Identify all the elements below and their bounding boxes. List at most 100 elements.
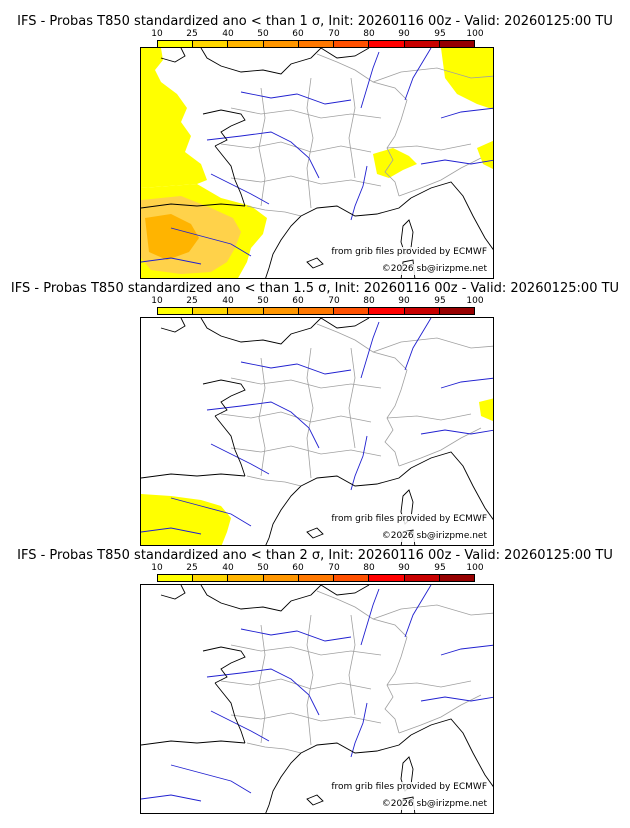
river-tagus (141, 794, 202, 802)
forecast-panel-1sigma: IFS - Probas T850 standardized ano < tha… (0, 14, 630, 286)
coast-england (160, 318, 186, 333)
border-east (384, 636, 408, 734)
colorbar-tick: 90 (398, 296, 410, 306)
coast-sardinia (400, 529, 416, 545)
river-seine (240, 361, 352, 375)
colorbar-swatch (298, 41, 335, 47)
river-tagus (141, 527, 202, 535)
colorbar-swatch (439, 575, 474, 581)
colorbar-tick: 10 (151, 29, 163, 39)
border-north (316, 323, 408, 371)
shade-alps (373, 148, 417, 178)
border-regions-6 (230, 175, 382, 187)
colorbar-swatch (193, 575, 229, 581)
border-italy (398, 694, 482, 734)
border-regions-3 (258, 624, 266, 744)
colorbar-tick-labels: 10 25 40 50 60 70 80 90 95 100 (151, 296, 483, 306)
coastlines (141, 318, 493, 545)
river-meuse (360, 321, 380, 379)
colorbar-swatch (298, 308, 335, 314)
coast-spain-north (141, 203, 246, 209)
coast-netherlands (320, 585, 370, 596)
coast-med-france (300, 467, 412, 487)
border-regions-3 (258, 87, 266, 207)
river-rhine (404, 48, 432, 101)
river-garonne (210, 173, 270, 205)
border-regions-6 (230, 445, 382, 457)
river-danube (440, 107, 493, 119)
colorbar-swatch (404, 41, 440, 47)
grib-credit: from grib files provided by ECMWF (331, 514, 487, 525)
river-garonne (210, 710, 270, 742)
map-canvas (141, 585, 493, 813)
colorbar-tick: 70 (328, 296, 340, 306)
river-seine (240, 91, 352, 105)
coast-italy (410, 718, 493, 787)
border-regions-5 (348, 614, 356, 716)
colorbar-tick: 80 (363, 563, 375, 573)
coast-med-spain (265, 215, 302, 278)
colorbar-swatch (439, 308, 474, 314)
colorbar-swatch (263, 575, 299, 581)
border-regions-5 (348, 77, 356, 179)
coast-biscay (214, 145, 246, 207)
colorbar-tick: 95 (434, 563, 446, 573)
river-ebro (170, 497, 252, 527)
probability-map: from grib files provided by ECMWF ©2026 … (140, 47, 494, 279)
river-garonne (210, 443, 270, 475)
coast-channel (200, 318, 322, 345)
rivers (141, 585, 493, 802)
border-regions-1 (230, 644, 382, 656)
river-rhine (404, 318, 432, 371)
coast-med-france (300, 197, 412, 217)
forecast-panel-1-5sigma: IFS - Probas T850 standardized ano < tha… (0, 281, 630, 553)
colorbar-tick: 100 (466, 29, 484, 39)
river-seine (240, 628, 352, 642)
colorbar-swatch (369, 41, 405, 47)
colorbar-tick: 50 (257, 296, 269, 306)
river-tagus (141, 257, 202, 265)
shade-west-ocean (141, 48, 207, 188)
colorbar-tick: 25 (186, 29, 198, 39)
coast-netherlands (320, 48, 370, 59)
colorbar-swatch (193, 41, 229, 47)
coast-med-france (300, 734, 412, 754)
coastlines (141, 48, 493, 278)
colorbar-tick: 25 (186, 296, 198, 306)
probability-map: from grib files provided by ECMWF ©2026 … (140, 584, 494, 814)
coast-netherlands (320, 318, 370, 329)
border-regions-5 (348, 347, 356, 449)
river-rhone (350, 165, 368, 221)
colorbar-swatch (369, 308, 405, 314)
border-pyrenees (246, 475, 302, 487)
probability-shading (141, 48, 493, 278)
shade-southeast (477, 140, 493, 169)
colorbar-tick: 50 (257, 563, 269, 573)
colorbar-swatch (334, 308, 370, 314)
colorbar-tick-labels: 10 25 40 50 60 70 80 90 95 100 (151, 29, 483, 39)
border-regions-1 (230, 107, 382, 119)
shade-east (479, 398, 493, 422)
shade-spain-deep (145, 214, 199, 260)
border-swiss (386, 413, 472, 421)
colorbar (157, 307, 475, 315)
panel-title: IFS - Probas T850 standardized ano < tha… (10, 281, 620, 296)
colorbar-tick: 40 (222, 296, 234, 306)
border-germany (372, 604, 493, 620)
colorbar (157, 574, 475, 582)
river-po (420, 429, 493, 435)
river-rhone (350, 435, 368, 491)
coast-biscay (214, 415, 246, 477)
colorbar-tick: 60 (292, 296, 304, 306)
river-loire (206, 668, 320, 716)
copyright-credit: ©2026 sb@irizpme.net (381, 264, 487, 275)
colorbar-swatch (263, 308, 299, 314)
colorbar-tick: 100 (466, 296, 484, 306)
coast-spain-north (141, 740, 246, 746)
colorbar-swatch (404, 575, 440, 581)
coast-balearic (306, 257, 324, 269)
map-canvas (141, 48, 493, 278)
colorbar-swatch (158, 575, 194, 581)
border-italy (398, 157, 482, 197)
coast-brittany (202, 109, 246, 147)
